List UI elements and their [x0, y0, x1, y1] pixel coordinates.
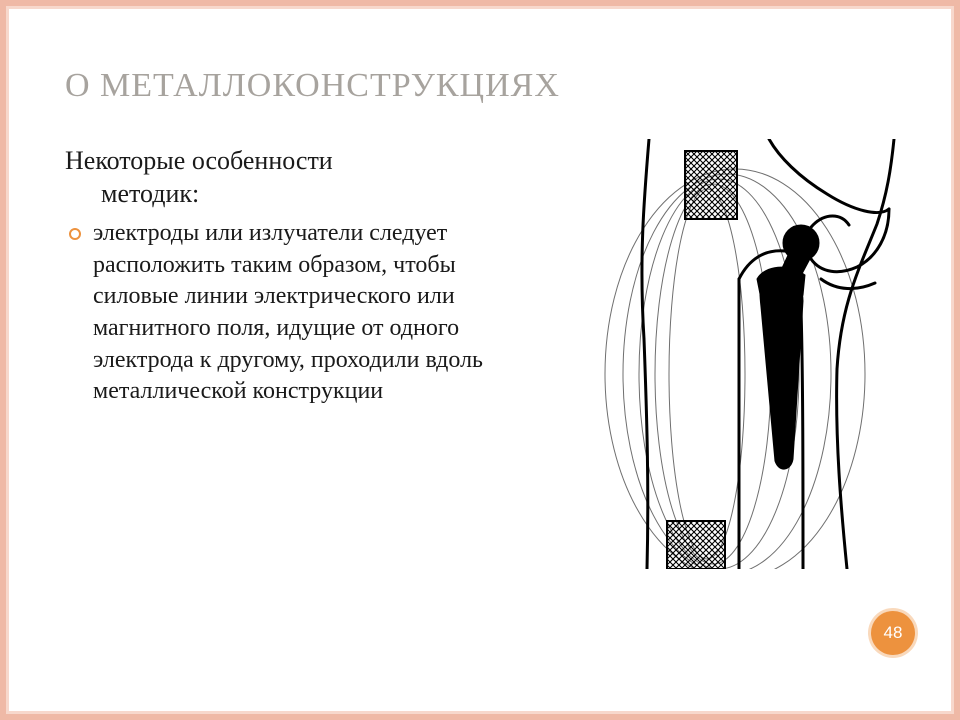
slide-title: О МЕТАЛЛОКОНСТРУКЦИЯХ [65, 67, 895, 105]
figure-anatomy-diagram [589, 139, 919, 569]
content-row: Некоторые особенности методик: электроды… [65, 145, 895, 408]
lead-line-2: методик: [65, 178, 545, 211]
electrode-upper [685, 151, 737, 219]
page-number-badge: 48 [871, 611, 915, 655]
slide-content-area: О МЕТАЛЛОКОНСТРУКЦИЯХ Некоторые особенно… [9, 9, 951, 711]
slide-mid-frame: О МЕТАЛЛОКОНСТРУКЦИЯХ Некоторые особенно… [6, 6, 954, 714]
lead-text: Некоторые особенности методик: [65, 145, 545, 210]
prosthesis [757, 225, 819, 469]
electrode-lower [667, 521, 725, 569]
bullet-item: электроды или излучатели следует располо… [89, 218, 545, 408]
bullet-list: электроды или излучатели следует располо… [65, 218, 545, 408]
slide-outer-frame: О МЕТАЛЛОКОНСТРУКЦИЯХ Некоторые особенно… [0, 0, 960, 720]
lead-line-1: Некоторые особенности [65, 146, 333, 175]
text-column: Некоторые особенности методик: электроды… [65, 145, 545, 408]
figure-column [569, 145, 895, 408]
page-number: 48 [884, 623, 903, 643]
